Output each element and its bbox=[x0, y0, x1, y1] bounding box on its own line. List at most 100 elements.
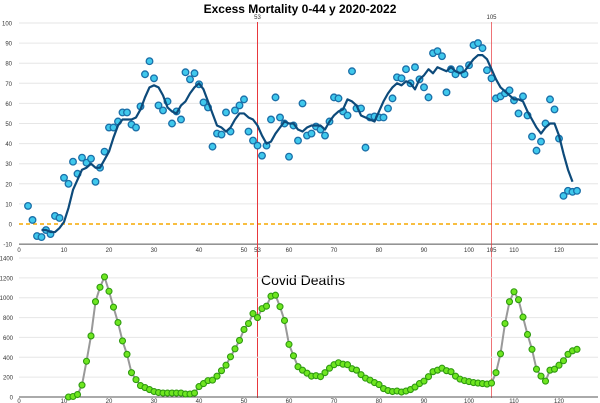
week-marker-axis-label: 53 bbox=[254, 248, 261, 254]
covid-deaths-point bbox=[249, 310, 257, 318]
covid-deaths-point bbox=[123, 350, 131, 358]
excess-mortality-point bbox=[433, 47, 442, 56]
y-tick-label: 1000 bbox=[0, 296, 14, 302]
excess-mortality-point bbox=[298, 99, 307, 108]
covid-deaths-point bbox=[550, 365, 559, 373]
covid-deaths-point bbox=[514, 296, 523, 304]
covid-deaths-point bbox=[447, 368, 455, 376]
y-tick-label: 20 bbox=[5, 182, 12, 188]
excess-mortality-point bbox=[154, 101, 163, 110]
y-tick-label: 800 bbox=[3, 316, 14, 322]
y-tick-label: 40 bbox=[5, 142, 12, 148]
x-tick-label: 100 bbox=[464, 248, 475, 254]
covid-deaths-point bbox=[82, 357, 91, 365]
excess-mortality-point bbox=[442, 88, 451, 97]
excess-mortality-point bbox=[177, 115, 185, 124]
covid-deaths-point bbox=[132, 376, 140, 384]
excess-mortality-point bbox=[321, 131, 329, 140]
covid-deaths-point bbox=[213, 372, 221, 380]
covid-deaths-point bbox=[501, 319, 509, 328]
covid-deaths-point bbox=[73, 390, 82, 399]
excess-mortality-point bbox=[397, 74, 406, 83]
covid-deaths-point bbox=[492, 369, 500, 377]
excess-mortality-point bbox=[258, 151, 266, 160]
covid-deaths-point bbox=[235, 336, 244, 344]
y-tick-label: 90 bbox=[5, 42, 12, 48]
excess-mortality-point bbox=[37, 233, 46, 242]
x-tick-label: 0 bbox=[17, 399, 21, 403]
covid-deaths-point bbox=[424, 373, 433, 381]
excess-mortality-point bbox=[402, 65, 410, 74]
covid-deaths-point bbox=[190, 389, 199, 397]
covid-deaths-point bbox=[109, 303, 118, 311]
x-tick-label: 110 bbox=[509, 399, 519, 403]
y-tick-label: 50 bbox=[5, 122, 12, 128]
covid-deaths-point bbox=[105, 287, 113, 295]
covid-deaths-point bbox=[559, 357, 568, 365]
covid-deaths-point bbox=[222, 361, 230, 369]
covid-deaths-point bbox=[325, 364, 334, 372]
excess-mortality-point bbox=[411, 63, 419, 72]
excess-mortality-point bbox=[271, 93, 280, 102]
x-tick-label: 70 bbox=[331, 399, 338, 403]
excess-mortality-point bbox=[537, 137, 545, 146]
x-tick-label: 40 bbox=[196, 399, 203, 403]
bottom-plot: 0 200 400 600 800 1000 1200 1400 0 10 20 30 40 50 60 70… bbox=[0, 257, 598, 403]
covid-deaths-point bbox=[541, 377, 550, 385]
excess-mortality-point bbox=[384, 104, 392, 113]
covid-deaths-point bbox=[217, 367, 226, 375]
x-tick-label: 20 bbox=[106, 248, 113, 254]
covid-deaths-point bbox=[96, 283, 104, 291]
excess-mortality-point bbox=[78, 153, 86, 162]
excess-mortality-point bbox=[240, 95, 248, 104]
excess-mortality-point bbox=[528, 132, 536, 141]
excess-mortality-point bbox=[87, 154, 95, 163]
excess-mortality-point bbox=[199, 98, 208, 107]
covid-deaths-point bbox=[555, 361, 563, 369]
covid-deaths-point bbox=[208, 376, 217, 384]
excess-mortality-point bbox=[420, 83, 428, 92]
covid-deaths-point bbox=[316, 373, 325, 381]
excess-mortality-point bbox=[132, 123, 140, 132]
excess-mortality-point bbox=[28, 216, 37, 224]
y-tick-label: 70 bbox=[5, 82, 12, 88]
excess-mortality-point bbox=[249, 136, 257, 145]
excess-mortality-point bbox=[159, 106, 167, 115]
covid-deaths-point bbox=[510, 288, 518, 296]
x-tick-label: 50 bbox=[241, 248, 248, 254]
covid-deaths-point bbox=[357, 371, 365, 379]
covid-deaths-point bbox=[573, 345, 581, 353]
week-marker-label: 105 bbox=[486, 15, 497, 21]
covid-deaths-point bbox=[343, 361, 352, 369]
covid-deaths-point bbox=[262, 302, 271, 310]
excess-mortality-point bbox=[69, 157, 77, 166]
excess-mortality-point bbox=[276, 113, 284, 122]
excess-mortality-point bbox=[334, 94, 343, 103]
covid-deaths-point bbox=[519, 313, 527, 321]
covid-deaths-point bbox=[231, 345, 239, 353]
excess-mortality-point bbox=[24, 201, 32, 210]
covid-deaths-point bbox=[240, 325, 248, 334]
trend-line bbox=[41, 54, 574, 234]
excess-mortality-point bbox=[379, 113, 388, 122]
excess-mortality-point bbox=[532, 146, 541, 155]
excess-mortality-point bbox=[145, 57, 154, 66]
excess-mortality-point bbox=[235, 101, 244, 110]
x-tick-label: 60 bbox=[286, 399, 293, 403]
x-tick-label: 10 bbox=[61, 399, 68, 403]
excess-mortality-point bbox=[573, 186, 581, 195]
excess-mortality-point bbox=[294, 136, 302, 145]
covid-deaths-point bbox=[276, 303, 284, 311]
x-tick-label: 20 bbox=[106, 399, 113, 403]
covid-deaths-point bbox=[537, 372, 545, 380]
excess-mortality-point bbox=[474, 39, 482, 48]
covid-deaths-point bbox=[411, 383, 419, 391]
x-tick-label: 80 bbox=[376, 248, 383, 254]
x-tick-label: 0 bbox=[17, 248, 21, 254]
covid-deaths-point bbox=[528, 345, 536, 353]
x-tick-label: 60 bbox=[286, 248, 293, 254]
excess-mortality-point bbox=[208, 142, 217, 151]
excess-mortality-point bbox=[505, 86, 514, 95]
y-tick-label: 200 bbox=[3, 376, 14, 382]
